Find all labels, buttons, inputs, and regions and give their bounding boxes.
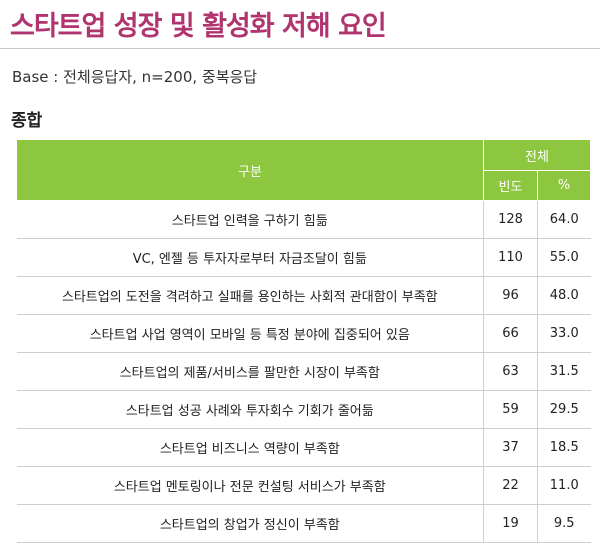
- row-frequency: 110: [483, 238, 538, 277]
- row-frequency: 96: [483, 276, 538, 315]
- survey-table: 구분 전체 빈도 % 스타트업 인력을 구하기 힘듦 128 64.0 VC, …: [16, 139, 592, 543]
- row-percent: 11.0: [536, 466, 591, 505]
- row-label: VC, 엔젤 등 투자자로부터 자금조달이 힘듦: [16, 238, 484, 277]
- header-total: 전체: [482, 139, 592, 171]
- base-note: Base : 전체응답자, n=200, 중복응답: [12, 68, 258, 86]
- row-frequency: 22: [483, 466, 538, 505]
- section-heading: 종합: [11, 111, 43, 131]
- row-frequency: 128: [483, 200, 538, 239]
- row-label: 스타트업의 도전을 격려하고 실패를 용인하는 사회적 관대함이 부족함: [16, 276, 484, 315]
- row-label: 스타트업 비즈니스 역량이 부족함: [16, 428, 484, 467]
- row-label: 스타트업 인력을 구하기 힘듦: [16, 200, 484, 239]
- table-row: 스타트업 성공 사례와 투자회수 기회가 줄어듦 59 29.5: [16, 390, 591, 429]
- row-frequency: 59: [483, 390, 538, 429]
- row-label: 스타트업의 제품/서비스를 팔만한 시장이 부족함: [16, 352, 484, 391]
- row-percent: 33.0: [536, 314, 591, 353]
- table-row: 스타트업 멘토링이나 전문 컨설팅 서비스가 부족함 22 11.0: [16, 466, 591, 505]
- row-percent: 31.5: [536, 352, 591, 391]
- row-label: 스타트업 성공 사례와 투자회수 기회가 줄어듦: [16, 390, 484, 429]
- row-percent: 55.0: [536, 238, 591, 277]
- table-row: VC, 엔젤 등 투자자로부터 자금조달이 힘듦 110 55.0: [16, 238, 591, 277]
- header-frequency: 빈도: [483, 170, 538, 201]
- table-row: 스타트업 사업 영역이 모바일 등 특정 분야에 집중되어 있음 66 33.0: [16, 314, 591, 353]
- row-frequency: 63: [483, 352, 538, 391]
- row-frequency: 66: [483, 314, 538, 353]
- row-label: 스타트업 사업 영역이 모바일 등 특정 분야에 집중되어 있음: [16, 314, 484, 353]
- title-divider: [0, 48, 600, 49]
- row-percent: 18.5: [536, 428, 591, 467]
- row-frequency: 37: [483, 428, 538, 467]
- row-percent: 48.0: [536, 276, 591, 315]
- row-percent: 29.5: [536, 390, 591, 429]
- header-category: 구분: [16, 139, 484, 201]
- table-row: 스타트업의 도전을 격려하고 실패를 용인하는 사회적 관대함이 부족함 96 …: [16, 276, 591, 315]
- header-percent: %: [536, 170, 592, 201]
- row-label: 스타트업 멘토링이나 전문 컨설팅 서비스가 부족함: [16, 466, 484, 505]
- table-row: 스타트업의 창업가 정신이 부족함 19 9.5: [16, 504, 591, 543]
- row-label: 스타트업의 창업가 정신이 부족함: [16, 504, 484, 543]
- table-row: 스타트업 인력을 구하기 힘듦 128 64.0: [16, 200, 591, 239]
- table-row: 스타트업의 제품/서비스를 팔만한 시장이 부족함 63 31.5: [16, 352, 591, 391]
- row-frequency: 19: [483, 504, 538, 543]
- row-percent: 9.5: [536, 504, 591, 543]
- page-title: 스타트업 성장 및 활성화 저해 요인: [10, 11, 387, 42]
- row-percent: 64.0: [536, 200, 591, 239]
- table-row: 스타트업 비즈니스 역량이 부족함 37 18.5: [16, 428, 591, 467]
